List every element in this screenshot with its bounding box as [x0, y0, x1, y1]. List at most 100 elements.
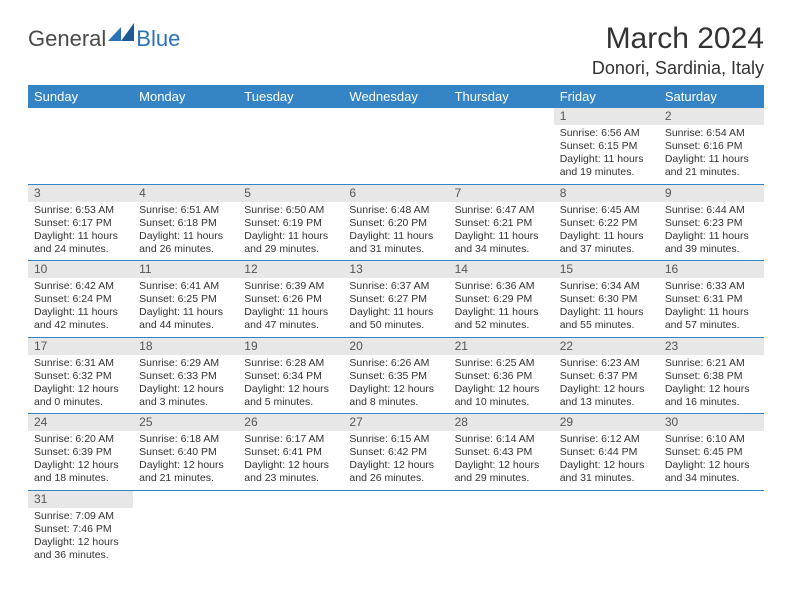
sunset-text: Sunset: 6:27 PM	[349, 293, 442, 306]
day-body: Sunrise: 6:39 AMSunset: 6:26 PMDaylight:…	[238, 278, 343, 337]
sunset-text: Sunset: 6:18 PM	[139, 217, 232, 230]
daylight-text: Daylight: 12 hours and 34 minutes.	[665, 459, 758, 485]
day-number: 13	[343, 261, 448, 278]
daylight-text: Daylight: 12 hours and 3 minutes.	[139, 383, 232, 409]
calendar-day: 11Sunrise: 6:41 AMSunset: 6:25 PMDayligh…	[133, 261, 238, 337]
calendar-header: Sunday Monday Tuesday Wednesday Thursday…	[28, 85, 764, 108]
day-number	[238, 108, 343, 125]
title-block: March 2024 Donori, Sardinia, Italy	[592, 22, 764, 79]
sunset-text: Sunset: 6:21 PM	[455, 217, 548, 230]
day-body: Sunrise: 6:29 AMSunset: 6:33 PMDaylight:…	[133, 355, 238, 414]
day-number	[554, 491, 659, 508]
sunset-text: Sunset: 6:16 PM	[665, 140, 758, 153]
daylight-text: Daylight: 12 hours and 23 minutes.	[244, 459, 337, 485]
calendar-day: 31Sunrise: 7:09 AMSunset: 7:46 PMDayligh…	[28, 491, 133, 567]
day-number: 5	[238, 185, 343, 202]
day-body: Sunrise: 6:53 AMSunset: 6:17 PMDaylight:…	[28, 202, 133, 261]
sunset-text: Sunset: 6:31 PM	[665, 293, 758, 306]
calendar-day: 7Sunrise: 6:47 AMSunset: 6:21 PMDaylight…	[449, 185, 554, 261]
calendar-day: 6Sunrise: 6:48 AMSunset: 6:20 PMDaylight…	[343, 185, 448, 261]
day-body: Sunrise: 6:42 AMSunset: 6:24 PMDaylight:…	[28, 278, 133, 337]
daylight-text: Daylight: 12 hours and 21 minutes.	[139, 459, 232, 485]
day-number: 14	[449, 261, 554, 278]
dayname-thu: Thursday	[449, 85, 554, 108]
day-number: 20	[343, 338, 448, 355]
calendar-day	[133, 108, 238, 184]
calendar-day	[133, 491, 238, 567]
day-number: 2	[659, 108, 764, 125]
calendar-day: 17Sunrise: 6:31 AMSunset: 6:32 PMDayligh…	[28, 338, 133, 414]
calendar-day	[28, 108, 133, 184]
calendar-week: 31Sunrise: 7:09 AMSunset: 7:46 PMDayligh…	[28, 491, 764, 567]
sunset-text: Sunset: 6:43 PM	[455, 446, 548, 459]
daylight-text: Daylight: 11 hours and 19 minutes.	[560, 153, 653, 179]
calendar-day: 23Sunrise: 6:21 AMSunset: 6:38 PMDayligh…	[659, 338, 764, 414]
sunrise-text: Sunrise: 6:31 AM	[34, 357, 127, 370]
sunset-text: Sunset: 6:32 PM	[34, 370, 127, 383]
calendar-day: 9Sunrise: 6:44 AMSunset: 6:23 PMDaylight…	[659, 185, 764, 261]
day-number: 16	[659, 261, 764, 278]
day-number: 23	[659, 338, 764, 355]
daylight-text: Daylight: 12 hours and 16 minutes.	[665, 383, 758, 409]
sunrise-text: Sunrise: 6:39 AM	[244, 280, 337, 293]
daylight-text: Daylight: 11 hours and 42 minutes.	[34, 306, 127, 332]
day-number: 28	[449, 414, 554, 431]
sunset-text: Sunset: 6:36 PM	[455, 370, 548, 383]
day-body: Sunrise: 6:48 AMSunset: 6:20 PMDaylight:…	[343, 202, 448, 261]
calendar-week: 24Sunrise: 6:20 AMSunset: 6:39 PMDayligh…	[28, 414, 764, 491]
sunset-text: Sunset: 6:42 PM	[349, 446, 442, 459]
day-body: Sunrise: 6:28 AMSunset: 6:34 PMDaylight:…	[238, 355, 343, 414]
day-body: Sunrise: 6:18 AMSunset: 6:40 PMDaylight:…	[133, 431, 238, 490]
sunrise-text: Sunrise: 6:50 AM	[244, 204, 337, 217]
day-number: 30	[659, 414, 764, 431]
daylight-text: Daylight: 11 hours and 57 minutes.	[665, 306, 758, 332]
calendar-day: 26Sunrise: 6:17 AMSunset: 6:41 PMDayligh…	[238, 414, 343, 490]
day-body: Sunrise: 6:20 AMSunset: 6:39 PMDaylight:…	[28, 431, 133, 490]
calendar-day: 5Sunrise: 6:50 AMSunset: 6:19 PMDaylight…	[238, 185, 343, 261]
sunset-text: Sunset: 6:44 PM	[560, 446, 653, 459]
calendar-day: 18Sunrise: 6:29 AMSunset: 6:33 PMDayligh…	[133, 338, 238, 414]
sunrise-text: Sunrise: 6:41 AM	[139, 280, 232, 293]
sunset-text: Sunset: 6:22 PM	[560, 217, 653, 230]
sunrise-text: Sunrise: 6:45 AM	[560, 204, 653, 217]
sunrise-text: Sunrise: 6:47 AM	[455, 204, 548, 217]
sunrise-text: Sunrise: 6:18 AM	[139, 433, 232, 446]
sunrise-text: Sunrise: 7:09 AM	[34, 510, 127, 523]
sunrise-text: Sunrise: 6:54 AM	[665, 127, 758, 140]
daylight-text: Daylight: 12 hours and 29 minutes.	[455, 459, 548, 485]
day-number: 31	[28, 491, 133, 508]
sunrise-text: Sunrise: 6:56 AM	[560, 127, 653, 140]
day-body: Sunrise: 6:17 AMSunset: 6:41 PMDaylight:…	[238, 431, 343, 490]
sunset-text: Sunset: 6:17 PM	[34, 217, 127, 230]
day-number: 17	[28, 338, 133, 355]
sunset-text: Sunset: 6:34 PM	[244, 370, 337, 383]
calendar-day: 30Sunrise: 6:10 AMSunset: 6:45 PMDayligh…	[659, 414, 764, 490]
logo-text-blue: Blue	[136, 26, 180, 52]
day-body: Sunrise: 6:37 AMSunset: 6:27 PMDaylight:…	[343, 278, 448, 337]
calendar-day: 10Sunrise: 6:42 AMSunset: 6:24 PMDayligh…	[28, 261, 133, 337]
calendar-day	[238, 491, 343, 567]
calendar-day: 20Sunrise: 6:26 AMSunset: 6:35 PMDayligh…	[343, 338, 448, 414]
sunrise-text: Sunrise: 6:12 AM	[560, 433, 653, 446]
sunrise-text: Sunrise: 6:51 AM	[139, 204, 232, 217]
calendar-day: 27Sunrise: 6:15 AMSunset: 6:42 PMDayligh…	[343, 414, 448, 490]
day-number	[659, 491, 764, 508]
logo: General Blue	[28, 22, 180, 52]
calendar-day	[449, 491, 554, 567]
sunset-text: Sunset: 6:38 PM	[665, 370, 758, 383]
day-number	[238, 491, 343, 508]
day-number	[343, 108, 448, 125]
calendar-day: 1Sunrise: 6:56 AMSunset: 6:15 PMDaylight…	[554, 108, 659, 184]
sunrise-text: Sunrise: 6:26 AM	[349, 357, 442, 370]
calendar-page: General Blue March 2024 Donori, Sardinia…	[0, 0, 792, 576]
sunrise-text: Sunrise: 6:44 AM	[665, 204, 758, 217]
sunrise-text: Sunrise: 6:15 AM	[349, 433, 442, 446]
daylight-text: Daylight: 11 hours and 47 minutes.	[244, 306, 337, 332]
page-subtitle: Donori, Sardinia, Italy	[592, 58, 764, 79]
day-body: Sunrise: 6:44 AMSunset: 6:23 PMDaylight:…	[659, 202, 764, 261]
day-number: 24	[28, 414, 133, 431]
day-number: 8	[554, 185, 659, 202]
daylight-text: Daylight: 11 hours and 21 minutes.	[665, 153, 758, 179]
calendar-body: 1Sunrise: 6:56 AMSunset: 6:15 PMDaylight…	[28, 108, 764, 566]
daylight-text: Daylight: 11 hours and 39 minutes.	[665, 230, 758, 256]
